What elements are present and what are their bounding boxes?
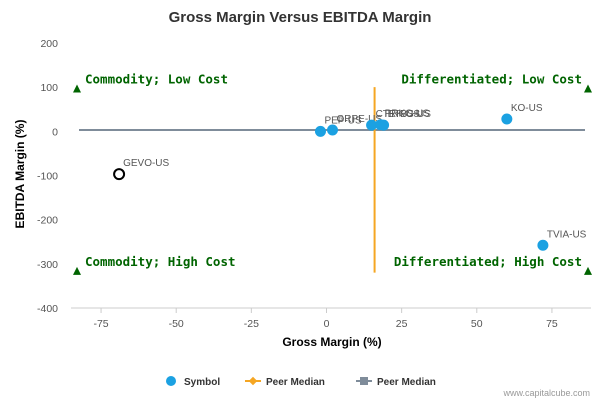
y-tick-label: 0 [52, 126, 58, 138]
data-point[interactable] [366, 119, 378, 131]
legend: Symbol Peer Median Peer Median [166, 376, 436, 388]
data-point[interactable] [378, 119, 390, 131]
quadrant-label: Commodity; Low Cost [85, 71, 228, 86]
y-axis-label: EBITDA Margin (%) [13, 120, 27, 229]
quadrant-triangle-icon [583, 266, 592, 275]
data-point[interactable] [327, 124, 339, 136]
x-tick-label: 75 [546, 318, 558, 330]
quadrant-triangle-icon [73, 84, 82, 93]
quadrant-label: Commodity; High Cost [85, 254, 236, 269]
y-tick-label: -100 [37, 171, 58, 183]
data-point[interactable] [501, 113, 513, 125]
quadrant-labels: Commodity; Low Cost Differentiated; Low C… [73, 71, 592, 275]
data-point-label: CTRK-US [376, 109, 421, 120]
quadrant-label: Differentiated; Low Cost [401, 71, 582, 86]
chart-title: Gross Margin Versus EBITDA Margin [169, 9, 432, 26]
data-point-label: KO-US [511, 103, 543, 114]
data-point-label: GRPE-US [337, 114, 383, 125]
x-tick-label: -50 [169, 318, 184, 330]
credit-text: www.capitalcube.com [502, 388, 590, 398]
data-point[interactable] [537, 239, 549, 251]
legend-item-peer-median-vertical[interactable]: Peer Median [245, 376, 325, 388]
y-tick-label: 100 [40, 82, 58, 94]
data-points: GEVO-US PEP-USGRPE-USCTRK-USPRKC-USETBS-U… [113, 103, 587, 251]
data-point-label: GEVO-US [123, 158, 169, 169]
x-tick-label: 0 [324, 318, 330, 330]
y-tick-label: -200 [37, 215, 58, 227]
data-point-label: PEP-US [324, 115, 362, 126]
y-axis-ticks: 200 100 0 -100 -200 -300 -400 [37, 38, 58, 315]
quadrant-label: Differentiated; High Cost [394, 254, 582, 269]
data-point-label: ETBS-US [388, 109, 432, 120]
x-tick-label: -75 [93, 318, 108, 330]
legend-label-symbol: Symbol [184, 377, 220, 388]
x-tick-label: -25 [244, 318, 259, 330]
legend-circle-icon [166, 376, 176, 386]
y-tick-label: -400 [37, 303, 58, 315]
quadrant-triangle-icon [73, 266, 82, 275]
y-tick-label: -300 [37, 259, 58, 271]
data-point[interactable] [113, 168, 126, 181]
legend-diamond-icon [248, 376, 258, 386]
x-axis-ticks: -75 -50 -25 0 25 50 75 [93, 308, 558, 330]
x-tick-label: 50 [471, 318, 483, 330]
x-axis-label: Gross Margin (%) [282, 335, 381, 349]
y-tick-label: 200 [40, 38, 58, 50]
legend-item-peer-median-horizontal[interactable]: Peer Median [356, 377, 436, 388]
x-tick-label: 25 [396, 318, 408, 330]
legend-item-symbol[interactable]: Symbol [166, 376, 220, 388]
data-point[interactable] [314, 125, 326, 137]
legend-label-peer-median-1: Peer Median [266, 377, 325, 388]
legend-label-peer-median-2: Peer Median [377, 377, 436, 388]
data-point-label: PRKC-US [385, 109, 430, 120]
data-point-label: TVIA-US [547, 229, 587, 240]
quadrant-triangle-icon [583, 84, 592, 93]
legend-square-icon [360, 377, 368, 385]
